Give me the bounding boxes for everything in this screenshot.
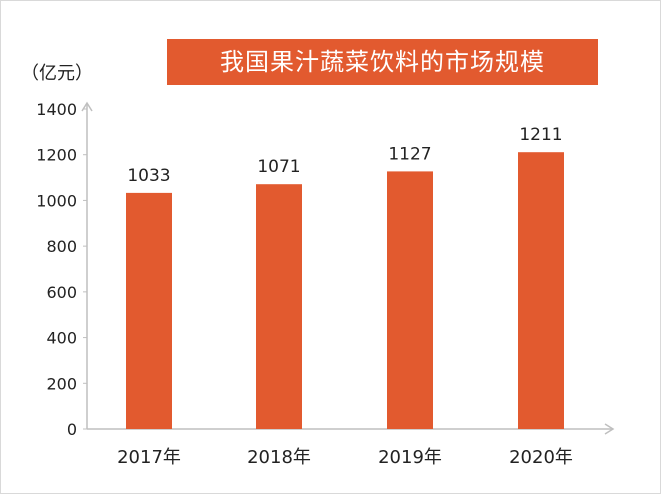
y-tick-label: 800 <box>46 237 77 256</box>
x-category-label: 2018年 <box>247 447 311 468</box>
y-tick-label: 200 <box>46 374 77 393</box>
y-axis-arrow <box>81 101 93 112</box>
bar-value-label: 1211 <box>519 125 562 145</box>
x-category-label: 2019年 <box>378 447 442 468</box>
x-category-label: 2017年 <box>117 447 181 468</box>
y-tick-label: 1000 <box>36 191 77 210</box>
x-category-label: 2020年 <box>509 447 573 468</box>
y-tick-label: 1400 <box>36 100 77 119</box>
bar <box>126 192 172 429</box>
bar <box>256 184 302 429</box>
y-tick-label: 400 <box>46 329 77 348</box>
chart-title: 我国果汁蔬菜饮料的市场规模 <box>167 39 598 85</box>
y-tick-label: 1200 <box>36 146 77 165</box>
y-tick-label: 600 <box>46 283 77 302</box>
bar-value-label: 1127 <box>388 144 431 164</box>
y-tick-label: 0 <box>67 420 77 439</box>
y-axis-unit-label: （亿元） <box>21 63 93 84</box>
bar-value-label: 1071 <box>257 157 300 177</box>
bar-value-label: 1033 <box>127 166 170 186</box>
bar <box>387 171 433 429</box>
bar <box>518 152 564 429</box>
x-axis-arrow <box>604 423 615 435</box>
